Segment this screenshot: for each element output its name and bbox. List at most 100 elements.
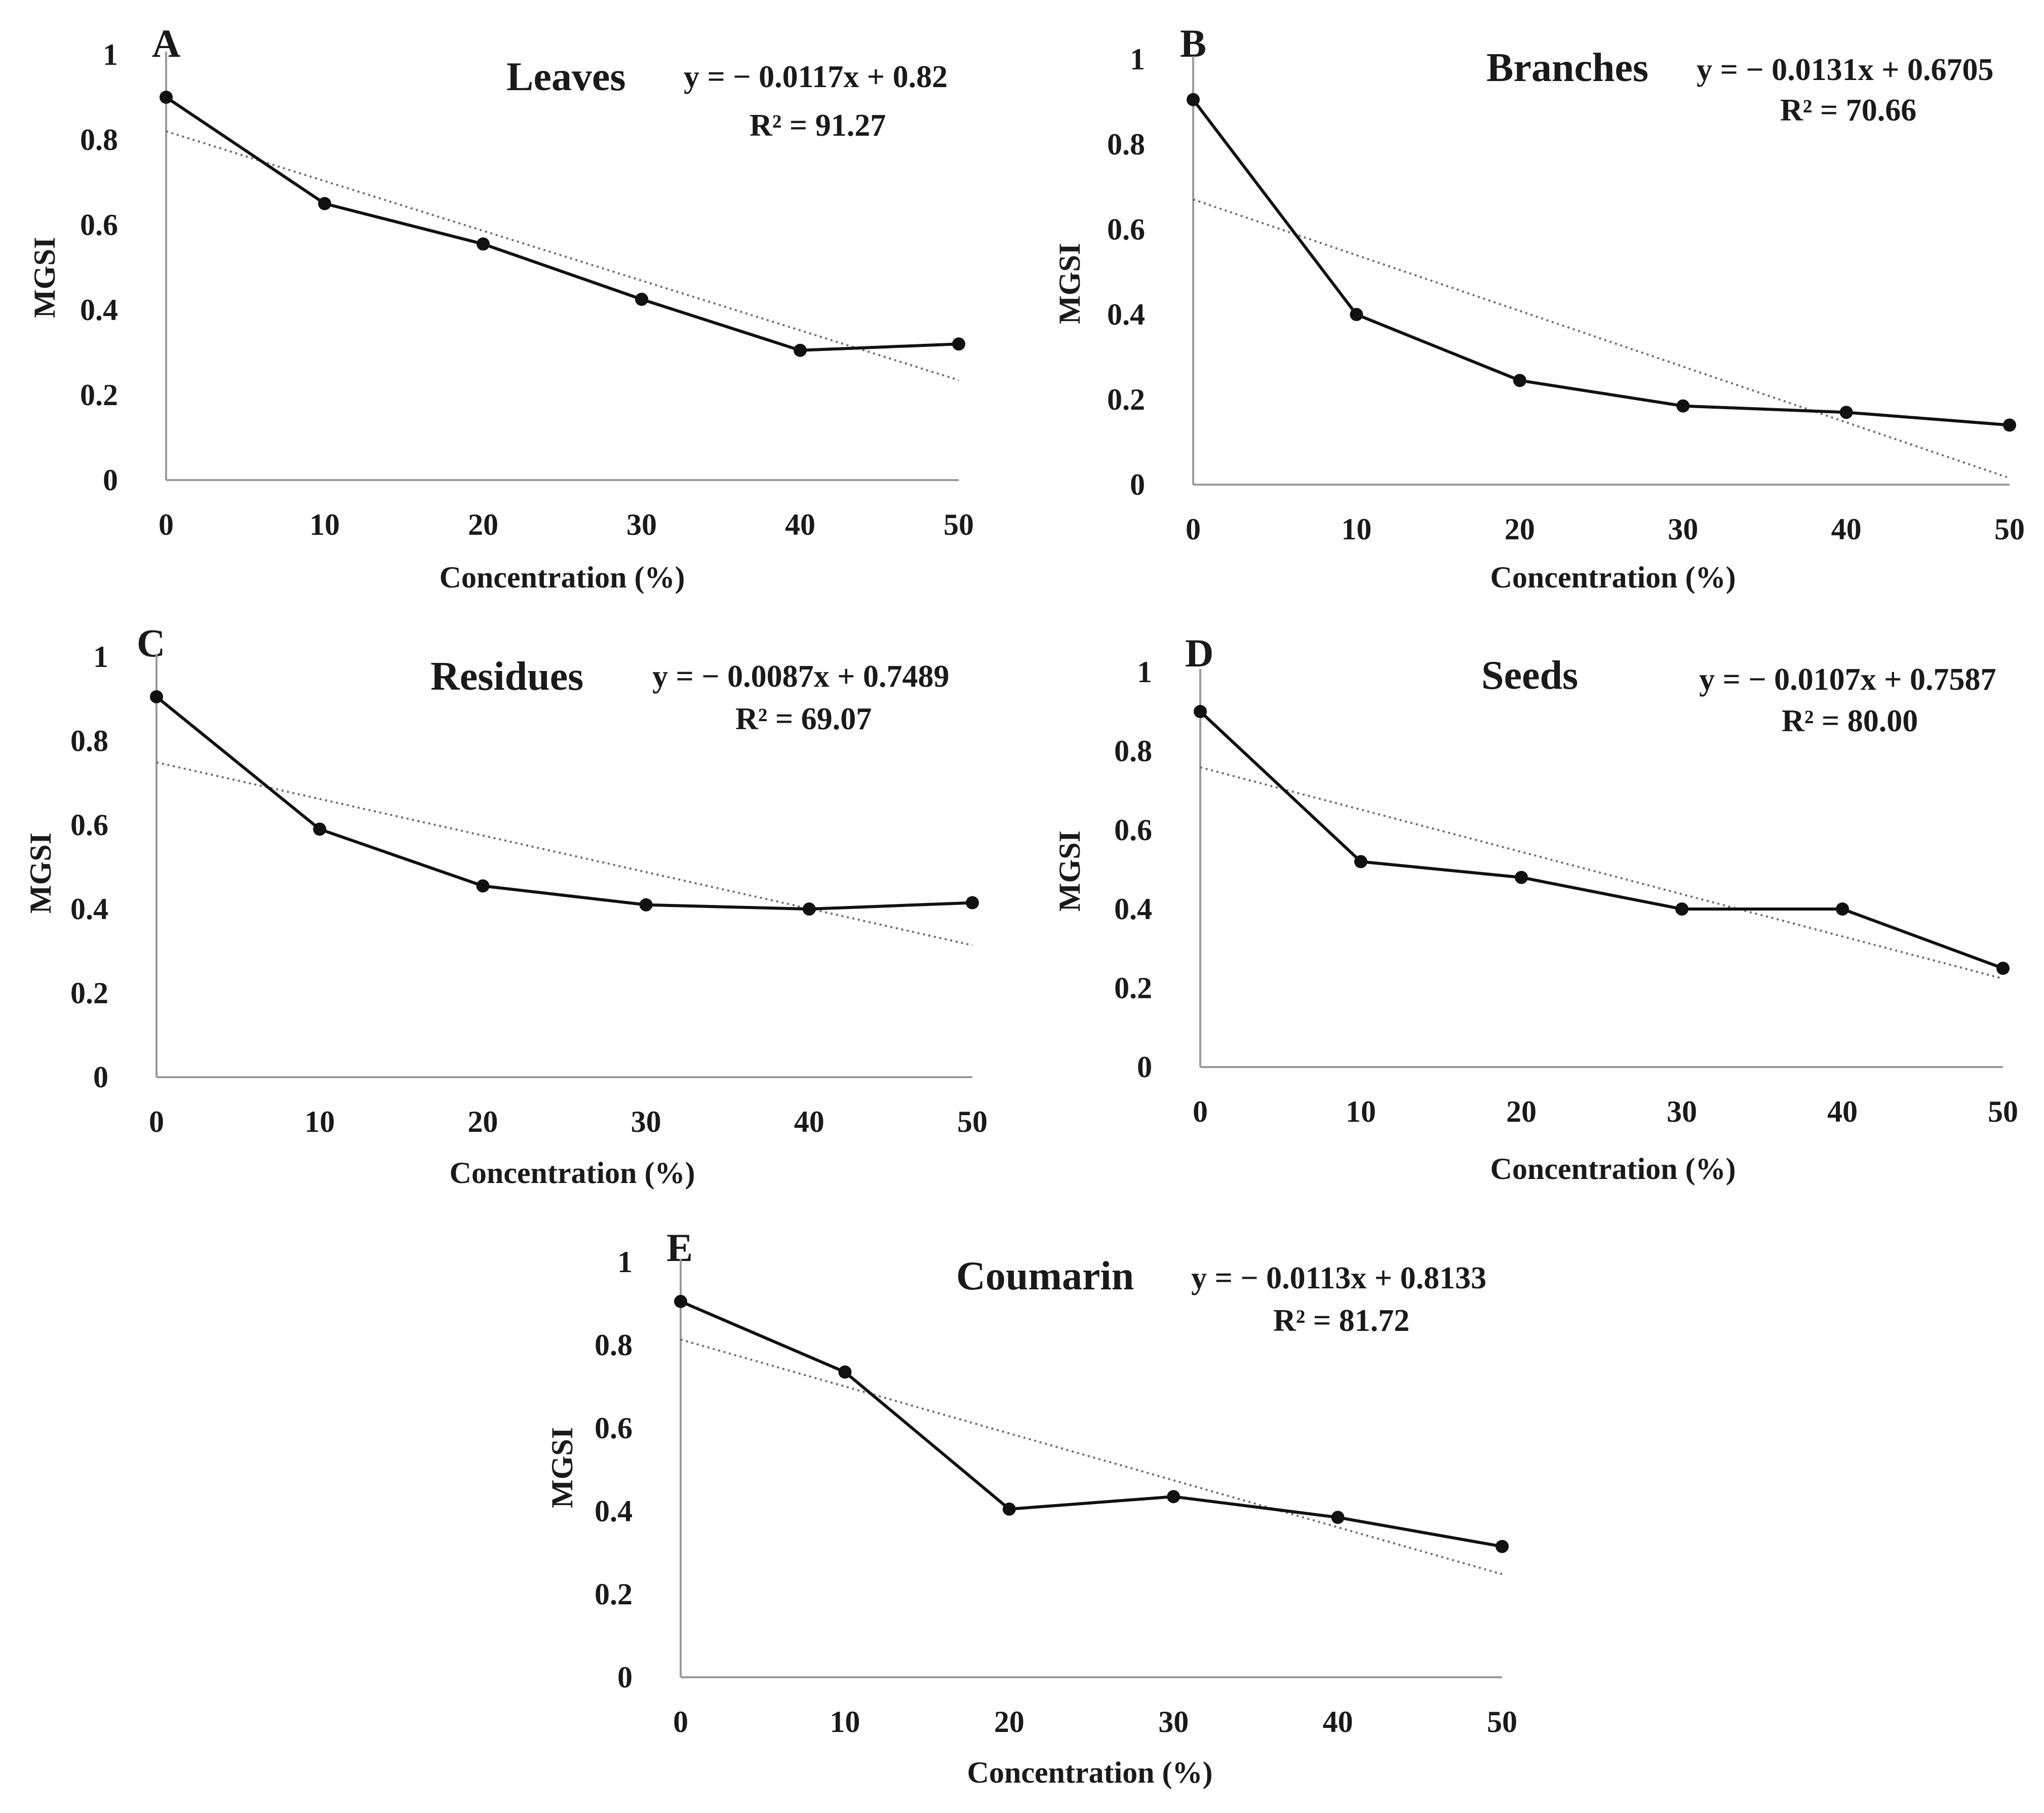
y-tick-label: 0 — [1130, 468, 1145, 501]
x-tick-label: 20 — [1505, 513, 1535, 546]
x-axis-label: Concentration (%) — [1490, 1152, 1736, 1186]
x-tick-label: 20 — [994, 1705, 1025, 1739]
data-point — [1839, 406, 1853, 419]
data-point — [802, 902, 816, 916]
x-axis-label: Concentration (%) — [440, 561, 685, 594]
data-point — [1167, 1490, 1181, 1504]
trendline — [156, 761, 973, 947]
series-line — [1192, 98, 2010, 427]
y-axis-label: MGSI — [24, 833, 57, 914]
data-point — [1675, 902, 1688, 916]
y-tick-label: 0.6 — [80, 208, 118, 242]
data-point — [150, 690, 163, 703]
data-point — [1836, 902, 1849, 916]
panel-title: Leaves — [506, 55, 626, 99]
regression-equation: y = − 0.0087x + 0.7489 — [652, 659, 950, 694]
y-tick-label: 0.4 — [80, 293, 118, 327]
y-tick-label: 0.2 — [1114, 971, 1152, 1005]
panel-b: B Branches y = − 0.0131x + 0.6705 R² = 7… — [1053, 21, 2025, 594]
y-tick-label: 0.4 — [1114, 892, 1152, 926]
y-tick-label: 0.8 — [70, 724, 108, 758]
data-point — [1996, 962, 2010, 975]
y-tick-label: 0.2 — [70, 976, 108, 1010]
y-tick-label: 0.6 — [1114, 813, 1152, 847]
y-axis-label: MGSI — [545, 1427, 579, 1508]
y-axis-label: MGSI — [1053, 243, 1086, 324]
r-squared: R² = 80.00 — [1782, 704, 1918, 738]
plot-area: 00.20.40.60.810 10 20 30 40 50 — [1114, 655, 2018, 1128]
y-tick-label: 0.4 — [595, 1494, 633, 1528]
x-tick-label: 0 — [673, 1705, 688, 1739]
y-tick-label: 0.4 — [70, 892, 108, 926]
data-point — [477, 237, 490, 251]
data-point — [1187, 93, 1200, 106]
plot-area: 00.20.40.60.810 10 20 30 40 50 — [80, 38, 974, 541]
data-point — [1515, 871, 1528, 884]
x-axis-label: Concentration (%) — [967, 1756, 1213, 1789]
data-point — [1676, 399, 1690, 413]
y-tick-label: 0.2 — [595, 1578, 633, 1611]
panel-title: Branches — [1486, 46, 1648, 90]
series-line — [155, 695, 973, 911]
x-tick-label: 20 — [1506, 1095, 1537, 1128]
data-point — [1354, 855, 1367, 869]
y-tick-label: 0.8 — [1107, 128, 1145, 161]
x-tick-label: 50 — [944, 508, 974, 541]
series-line — [165, 96, 959, 352]
x-tick-label: 10 — [1341, 513, 1371, 546]
r-squared: R² = 69.07 — [735, 702, 872, 736]
panel-d: D Seeds y = − 0.0107x + 0.7587 R² = 80.0… — [1053, 631, 2018, 1186]
x-tick-label: 40 — [794, 1105, 824, 1138]
data-point — [952, 337, 965, 351]
trendline — [1193, 198, 2010, 479]
data-point — [794, 343, 807, 357]
panel-title: Coumarin — [956, 1254, 1134, 1298]
x-tick-label: 0 — [159, 508, 174, 541]
data-point — [1331, 1511, 1345, 1524]
data-point — [1350, 308, 1363, 321]
data-point — [1513, 374, 1526, 387]
trendline — [680, 1338, 1503, 1575]
x-tick-label: 10 — [1346, 1095, 1376, 1128]
x-tick-label: 50 — [1988, 1095, 2018, 1128]
y-tick-label: 0.8 — [595, 1328, 633, 1362]
y-tick-label: 0.6 — [595, 1411, 633, 1445]
y-tick-label: 0 — [617, 1661, 633, 1694]
x-tick-label: 0 — [149, 1105, 164, 1138]
y-axis-label: MGSI — [1053, 831, 1086, 912]
x-tick-label: 50 — [1487, 1705, 1517, 1739]
panel-title: Residues — [430, 654, 583, 699]
x-tick-label: 50 — [957, 1105, 988, 1138]
regression-equation: y = − 0.0113x + 0.8133 — [1191, 1261, 1486, 1295]
y-tick-label: 0.4 — [1107, 298, 1145, 331]
trendline — [1200, 766, 2003, 980]
y-tick-label: 0 — [1137, 1050, 1152, 1084]
y-tick-label: 1 — [1137, 655, 1152, 689]
data-point — [674, 1294, 687, 1308]
x-tick-label: 40 — [1323, 1705, 1353, 1739]
data-point — [635, 293, 648, 306]
data-point — [1194, 705, 1207, 718]
x-tick-label: 10 — [830, 1705, 860, 1739]
panel-letter: D — [1185, 631, 1213, 675]
y-tick-label: 0.8 — [80, 123, 118, 156]
x-tick-label: 40 — [785, 508, 815, 541]
y-tick-label: 0 — [93, 1060, 108, 1094]
data-point — [639, 898, 653, 912]
series-line — [680, 1300, 1503, 1548]
y-tick-label: 1 — [93, 640, 108, 674]
regression-equation: y = − 0.0107x + 0.7587 — [1699, 662, 1996, 697]
data-point — [838, 1365, 852, 1379]
y-tick-label: 1 — [1130, 43, 1145, 76]
x-axis-label: Concentration (%) — [450, 1156, 695, 1190]
data-point — [1002, 1502, 1016, 1516]
x-tick-label: 30 — [1668, 513, 1698, 546]
x-tick-label: 0 — [1193, 1095, 1208, 1128]
panel-c: C Residues y = − 0.0087x + 0.7489 R² = 6… — [24, 621, 988, 1190]
plot-area: 00.20.40.60.810 10 20 30 40 50 — [1107, 43, 2025, 546]
data-point — [160, 91, 173, 104]
x-axis-label: Concentration (%) — [1490, 561, 1736, 594]
x-tick-label: 30 — [1158, 1705, 1189, 1739]
y-tick-label: 0.6 — [70, 808, 108, 842]
